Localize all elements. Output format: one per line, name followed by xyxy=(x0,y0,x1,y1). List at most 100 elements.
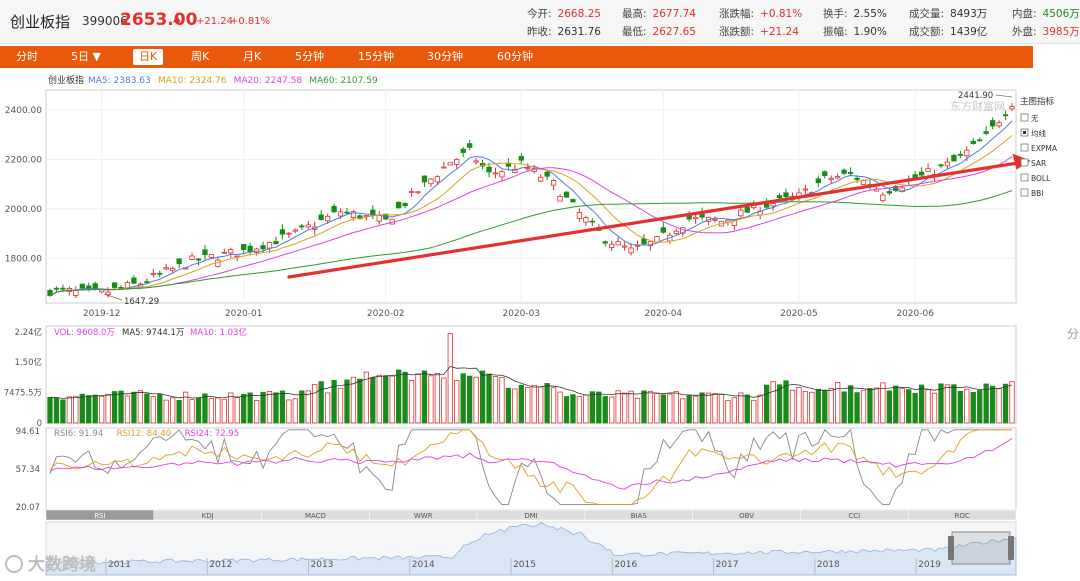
candle-body xyxy=(208,254,215,258)
volume-bar xyxy=(221,398,227,424)
candle-body xyxy=(486,166,492,173)
y-tick-label: 2000.00 xyxy=(5,205,42,215)
candle-body xyxy=(550,179,557,186)
candle-body xyxy=(738,209,744,217)
volume-bar xyxy=(776,384,783,424)
candle-body xyxy=(331,205,337,213)
quote-stat-value: 1.90% xyxy=(853,26,887,38)
volume-bar xyxy=(344,379,350,424)
x-tick-label: 2020-06 xyxy=(896,309,934,319)
candle-body xyxy=(370,209,376,216)
quote-stat-label: 成交量: xyxy=(909,8,945,20)
volume-y-tick: 1.50亿 xyxy=(15,357,42,368)
volume-bar xyxy=(434,373,441,424)
indicator-checkbox[interactable] xyxy=(1020,113,1029,122)
tab-period[interactable]: 日K xyxy=(133,49,164,65)
volume-bar xyxy=(654,393,660,424)
tab-period[interactable]: 月K xyxy=(243,50,262,63)
indicator-checkbox[interactable] xyxy=(1020,173,1029,182)
volume-bar xyxy=(544,383,550,424)
volume-bar xyxy=(957,390,963,424)
volume-bar xyxy=(634,397,641,424)
tab-period[interactable]: 30分钟 xyxy=(427,50,463,63)
candle-body xyxy=(925,168,931,172)
volume-bar xyxy=(441,377,447,424)
index-price: 2653.00 xyxy=(120,10,198,30)
volume-bar xyxy=(266,391,273,424)
tab-period[interactable]: 5分钟 xyxy=(295,50,324,63)
indicator-tab-label[interactable]: KDJ xyxy=(202,512,214,520)
indicator-checkbox[interactable] xyxy=(1020,188,1029,197)
quote-stat-label: 最低: xyxy=(622,26,647,38)
checkbox-mark xyxy=(1023,131,1026,134)
volume-bar xyxy=(525,387,531,424)
overview-handle-left[interactable] xyxy=(948,536,954,560)
candle-body xyxy=(447,162,453,166)
tab-period[interactable]: 周K xyxy=(191,50,210,63)
volume-bar xyxy=(292,398,298,424)
volume-bar xyxy=(893,385,899,424)
kline-chart[interactable]: 2400.00 2200.00 2000.00 1800.00 2019-12 2020-… xyxy=(0,70,1068,581)
quote-stat-value: 8493万 xyxy=(950,8,988,20)
rsi-line xyxy=(49,438,1013,490)
indicator-tab-label[interactable]: ROC xyxy=(954,512,969,520)
indicator-tab-label[interactable]: CCI xyxy=(848,512,860,520)
volume-y-tick: 7475.5万 xyxy=(4,389,42,399)
side-collapse-icon[interactable]: 分 xyxy=(1067,327,1080,341)
overview-handle-right[interactable] xyxy=(1008,536,1014,560)
volume-bar xyxy=(951,384,957,424)
quote-stat: 振幅: 1.90% xyxy=(823,24,887,39)
low-label: 1647.29 xyxy=(124,297,159,307)
candle-body xyxy=(163,267,169,270)
indicator-tab-label[interactable]: WWR xyxy=(414,512,433,520)
overview-area xyxy=(45,522,1017,576)
indicator-checkbox[interactable] xyxy=(1020,158,1029,167)
volume-legend-item: MA10: 1.03亿 xyxy=(190,327,247,338)
indicator-option-label: BBI xyxy=(1031,189,1044,198)
volume-bar xyxy=(312,384,318,424)
indicator-tab-label[interactable]: DMI xyxy=(524,512,538,520)
quote-stat-value: 2631.76 xyxy=(557,26,601,38)
volume-bar xyxy=(260,391,266,424)
indicator-tab-label[interactable]: BIAS xyxy=(631,512,648,520)
volume-bar xyxy=(137,390,144,424)
tab-period[interactable]: 15分钟 xyxy=(358,50,394,63)
volume-bar xyxy=(802,391,809,424)
volume-bar xyxy=(318,381,324,424)
indicator-tab[interactable] xyxy=(907,509,1017,521)
volume-bar xyxy=(996,388,1002,424)
quote-stat: 昨收: 2631.76 xyxy=(527,24,601,39)
candle-body xyxy=(570,199,576,203)
candle-body xyxy=(376,214,382,222)
volume-bar xyxy=(918,384,925,424)
tab-period[interactable]: 60分钟 xyxy=(497,50,533,63)
volume-bar xyxy=(512,388,518,424)
candle-body xyxy=(454,158,460,165)
tab-period[interactable]: 分时 xyxy=(16,50,38,63)
volume-bar xyxy=(105,393,111,424)
candle-body xyxy=(615,241,621,246)
index-change-percent: +0.81% xyxy=(230,16,271,27)
candle-body xyxy=(518,156,524,161)
volume-bar xyxy=(699,392,705,424)
indicator-option-label: SAR xyxy=(1031,159,1046,168)
volume-bar xyxy=(408,380,415,424)
indicator-tab-label[interactable]: RSI xyxy=(94,512,105,520)
volume-bar xyxy=(241,393,247,424)
candle-body xyxy=(350,211,357,218)
candle-body xyxy=(815,178,821,184)
indicator-tab-label[interactable]: OBV xyxy=(739,512,754,520)
index-change: +21.24 xyxy=(196,16,234,27)
indicator-checkbox[interactable] xyxy=(1020,143,1029,152)
volume-bar xyxy=(454,380,460,424)
candle-body xyxy=(60,287,66,290)
overview-year-label: 2019 xyxy=(918,560,941,570)
candle-body xyxy=(783,192,789,198)
candle-body xyxy=(802,188,809,191)
tab-period[interactable]: 5日 ▼ xyxy=(71,50,101,63)
overview-selection[interactable] xyxy=(951,531,1011,565)
volume-bar xyxy=(370,377,376,424)
candle-body xyxy=(273,241,279,245)
candle-body xyxy=(111,282,118,288)
indicator-tab-label[interactable]: MACD xyxy=(305,512,326,520)
